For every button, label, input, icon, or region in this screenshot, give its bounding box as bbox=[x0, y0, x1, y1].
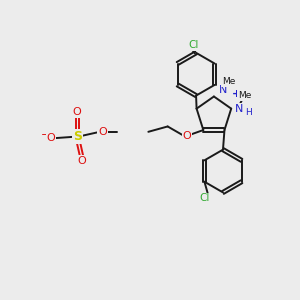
Text: O: O bbox=[77, 156, 86, 166]
Text: N: N bbox=[236, 103, 244, 114]
Text: N: N bbox=[219, 85, 228, 95]
Text: Cl: Cl bbox=[188, 40, 199, 50]
Text: Me: Me bbox=[238, 91, 252, 100]
Text: O: O bbox=[73, 107, 82, 117]
Text: Me: Me bbox=[222, 77, 236, 86]
Text: O: O bbox=[46, 133, 56, 143]
Text: Cl: Cl bbox=[200, 194, 210, 203]
Text: +: + bbox=[232, 89, 241, 99]
Text: S: S bbox=[73, 130, 82, 143]
Text: O: O bbox=[98, 127, 107, 137]
Text: −: − bbox=[41, 130, 50, 140]
Text: O: O bbox=[183, 131, 191, 141]
Text: H: H bbox=[245, 108, 252, 117]
